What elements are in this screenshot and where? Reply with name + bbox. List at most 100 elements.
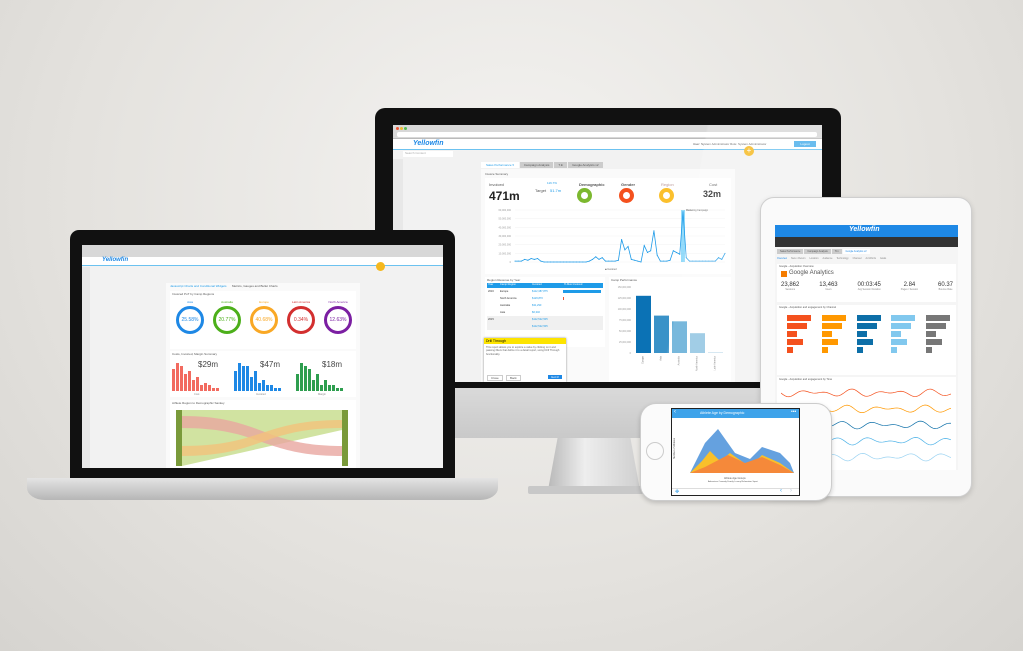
data-point [705, 260, 707, 262]
tablet-tab[interactable]: Google Analytics v2 [842, 249, 870, 254]
gauge[interactable]: North America 12.63% [322, 300, 354, 334]
column-header: % Max Invoiced [564, 283, 583, 286]
data-point [562, 261, 564, 263]
tablet-subtab[interactable]: Location [809, 257, 819, 260]
channel-panel: Google - Acquisition and engagement by C… [777, 305, 956, 375]
tablet-subtab[interactable]: Overview [777, 257, 787, 260]
summary-bar [246, 365, 250, 391]
summary-bar [304, 365, 308, 391]
back-button[interactable]: Back [506, 375, 521, 381]
pct-bar-cell [563, 289, 603, 294]
area-chart [690, 429, 794, 473]
tab-tin[interactable]: T.In [554, 162, 568, 168]
laptop-tab-js-charts[interactable]: Javascript Charts and Conditional Widget… [170, 284, 227, 288]
table-cell: Asia [500, 311, 506, 314]
metric-label: Users [825, 288, 832, 291]
table-cell: $31,290 [532, 304, 542, 307]
move-icon[interactable]: ✥ [675, 489, 680, 495]
gender-donut [619, 188, 634, 203]
y-tick: 0 [630, 352, 632, 355]
tablet-subtab[interactable]: Technology [836, 257, 849, 260]
logout-button[interactable]: Logout [794, 141, 816, 147]
bar[interactable] [654, 315, 669, 353]
pct-bar-cell [563, 296, 603, 301]
data-point [634, 259, 636, 261]
bar[interactable] [636, 295, 651, 353]
data-point [546, 261, 548, 263]
metric-value: 23,862 [781, 282, 800, 288]
metric-label: Avg Session Duration [857, 288, 881, 291]
gauge-label: Australia [221, 300, 233, 304]
y-tick: 100,000,000 [618, 308, 632, 311]
more-icon[interactable]: ••• [791, 409, 797, 415]
data-point [708, 260, 710, 262]
gauge[interactable]: Australia 20.77% [211, 300, 243, 334]
channel-bar [787, 315, 811, 321]
back-icon[interactable]: ‹ [674, 409, 676, 415]
channel-bar [891, 339, 908, 345]
tablet-subtab[interactable]: New v Return [790, 257, 806, 260]
summary-bar [250, 377, 254, 391]
got-it-button[interactable]: Got it! [548, 375, 563, 379]
summary-bar [312, 379, 316, 391]
monitor-screen: Yellowfin User: System Administrator Rol… [393, 125, 822, 382]
y-tick: 0 [510, 261, 512, 264]
bar[interactable] [690, 333, 705, 353]
metric-value: 60.37 [937, 282, 953, 288]
add-button[interactable]: + [744, 146, 754, 156]
table-row[interactable]: North America $126,870 [487, 295, 603, 302]
table-row[interactable]: 2015 $112,522,505 [487, 316, 603, 323]
table-cell: $112,522,505 [532, 318, 548, 321]
gauge[interactable]: Asia 25.58% [174, 300, 206, 334]
gauge-value: 0.34% [293, 317, 309, 323]
tab-google-analytics[interactable]: Google Analytics v2 [568, 162, 603, 168]
campaign-highlight [681, 210, 685, 262]
x-tick: Australia [678, 355, 681, 365]
laptop-browser-bar [82, 245, 443, 257]
monitor-stand [548, 430, 640, 490]
gauge[interactable]: Europe 40.68% [248, 300, 280, 334]
table-row[interactable]: 2016 Europe $112,387,875 [487, 288, 603, 295]
bar[interactable] [672, 321, 687, 353]
data-point [556, 261, 558, 263]
laptop-add-button[interactable] [376, 262, 385, 271]
column-header: Camp Region [500, 283, 516, 286]
tablet-subtab[interactable]: Channel [852, 257, 862, 260]
invoiced-label: Invoiced [489, 182, 504, 187]
tablet-tab[interactable]: Campaign Analysis [804, 249, 831, 254]
tablet-subtab[interactable]: Goals [879, 257, 887, 260]
next-icon[interactable]: › [790, 488, 792, 494]
prev-icon[interactable]: ‹ [780, 488, 782, 494]
bar[interactable] [708, 352, 723, 353]
gauge-label: Europe [259, 300, 269, 304]
close-button[interactable]: Close [487, 375, 503, 381]
tab-campaign-analysis[interactable]: Campaign Analysis [519, 162, 554, 168]
search-input[interactable]: Search Content [403, 151, 453, 157]
y-tick: 150,000,000 [618, 286, 632, 289]
y-tick: 125,000,000 [618, 297, 632, 300]
address-bar[interactable] [397, 132, 817, 137]
table-row[interactable]: Asia $6,340 [487, 309, 603, 316]
laptop-tab-metrics[interactable]: Metrics, Gauges and Bullet Charts [232, 284, 278, 288]
table-cell: 2015 [488, 318, 494, 321]
tablet-tab[interactable]: Sales Performance [777, 249, 804, 254]
data-point [527, 259, 529, 261]
tablet-tab[interactable]: T.In [831, 249, 842, 254]
sankey-panel: Athlete Region to Demographic Sankey [170, 400, 356, 468]
home-button[interactable] [646, 442, 664, 460]
data-point [698, 260, 700, 262]
tab-sales-performance[interactable]: Sales Performance ▾ [481, 162, 519, 168]
tablet-header: Yellowfin [775, 225, 958, 237]
table-row[interactable]: $112,522,505 [487, 323, 603, 330]
tablet-subtab[interactable]: Ad Words [865, 257, 876, 260]
x-tick: Asia [660, 355, 663, 360]
gauge[interactable]: Latin America 0.34% [285, 300, 317, 334]
data-point [666, 260, 668, 262]
summary-label: Cost [194, 393, 200, 396]
invoiced-value: 471m [489, 189, 520, 203]
data-point [517, 260, 519, 262]
summary-bar [184, 374, 188, 391]
table-row[interactable]: Australia $31,290 [487, 302, 603, 309]
data-point [640, 261, 642, 263]
tablet-subtab[interactable]: Audience [822, 257, 833, 260]
